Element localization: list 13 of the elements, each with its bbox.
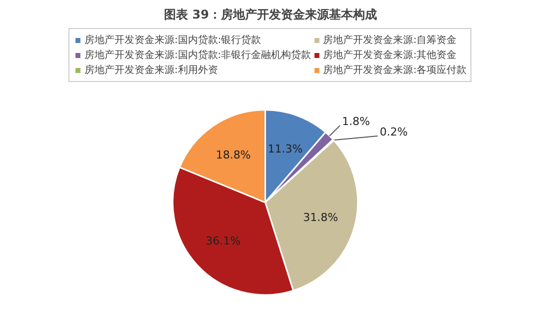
data-label: 31.8% (303, 210, 338, 224)
legend-label: 房地产开发资金来源:利用外资 (84, 64, 218, 77)
data-label: 11.3% (268, 142, 303, 156)
data-label: 18.8% (216, 148, 251, 162)
legend-label: 房地产开发资金来源:国内贷款:非银行金融机构贷款 (84, 48, 312, 62)
legend-label: 房地产开发资金来源:国内贷款:银行贷款 (84, 34, 262, 47)
chart-title: 图表 39：房地产开发资金来源基本构成 (164, 8, 377, 22)
legend-label: 房地产开发资金来源:自筹资金 (323, 34, 457, 47)
legend-label: 房地产开发资金来源:其他资金 (323, 48, 457, 62)
data-label: 1.8% (342, 114, 370, 128)
data-label: 36.1% (206, 234, 241, 248)
data-label: 0.2% (380, 125, 408, 138)
legend-label: 房地产开发资金来源:各项应付款 (323, 64, 467, 77)
